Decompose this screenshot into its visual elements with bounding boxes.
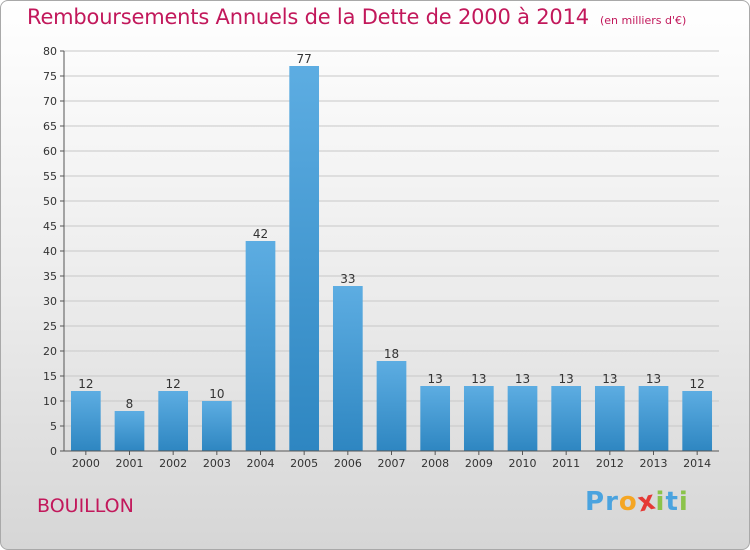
bar-2014 <box>682 391 713 451</box>
chart-title: Remboursements Annuels de la Dette de 20… <box>27 5 589 29</box>
x-tick-label: 2005 <box>290 457 318 470</box>
title-line: Remboursements Annuels de la Dette de 20… <box>27 5 686 29</box>
y-tick-label: 20 <box>43 345 57 358</box>
logo-letter: o <box>618 487 638 517</box>
x-tick-label: 2014 <box>683 457 711 470</box>
x-tick-label: 2002 <box>159 457 187 470</box>
logo-letter: P <box>585 487 606 517</box>
x-tick-label: 2000 <box>72 457 100 470</box>
y-tick-label: 55 <box>43 170 57 183</box>
bar-2001 <box>114 411 145 451</box>
bar-2000 <box>70 391 101 451</box>
x-tick-label: 2009 <box>465 457 493 470</box>
bar-2005 <box>289 66 320 451</box>
y-tick-label: 35 <box>43 270 57 283</box>
bar-2003 <box>201 401 232 451</box>
y-tick-label: 10 <box>43 395 57 408</box>
x-tick-label: 2003 <box>203 457 231 470</box>
data-label: 13 <box>559 372 574 386</box>
logo-letter: t <box>665 487 679 517</box>
y-tick-label: 5 <box>50 420 57 433</box>
y-tick-label: 15 <box>43 370 57 383</box>
bar-2008 <box>420 386 451 451</box>
data-label: 13 <box>428 372 443 386</box>
data-label: 42 <box>253 227 268 241</box>
x-tick-label: 2004 <box>247 457 275 470</box>
bar-2011 <box>551 386 582 451</box>
chart-subtitle: (en milliers d'€) <box>600 14 687 27</box>
x-tick-label: 2011 <box>552 457 580 470</box>
bar-2009 <box>463 386 494 451</box>
x-tick-label: 2012 <box>596 457 624 470</box>
commune-name: BOUILLON <box>37 495 134 517</box>
y-tick-label: 80 <box>43 45 57 58</box>
x-tick-label: 2010 <box>509 457 537 470</box>
y-tick-label: 45 <box>43 220 57 233</box>
data-label: 18 <box>384 347 399 361</box>
bar-2010 <box>507 386 538 451</box>
logo-letter: r <box>605 487 619 517</box>
bar-2004 <box>245 241 276 451</box>
y-tick-label: 50 <box>43 195 57 208</box>
y-tick-label: 75 <box>43 70 57 83</box>
x-tick-label: 2001 <box>116 457 144 470</box>
bar-2002 <box>158 391 189 451</box>
axes <box>60 50 719 455</box>
x-tick-label: 2013 <box>640 457 668 470</box>
logo-letter: i <box>655 487 666 517</box>
y-tick-label: 65 <box>43 120 57 133</box>
y-tick-label: 60 <box>43 145 57 158</box>
logo-letter: i <box>678 487 689 517</box>
data-label: 13 <box>646 372 661 386</box>
bar-2007 <box>376 361 407 451</box>
x-tick-label: 2006 <box>334 457 362 470</box>
data-label: 8 <box>126 397 134 411</box>
y-tick-label: 0 <box>50 445 57 458</box>
y-tick-label: 40 <box>43 245 57 258</box>
bars <box>70 66 713 451</box>
data-label: 77 <box>297 52 312 66</box>
y-tick-label: 70 <box>43 95 57 108</box>
bar-2012 <box>594 386 625 451</box>
data-label: 12 <box>78 377 93 391</box>
data-label: 12 <box>166 377 181 391</box>
x-tick-label: 2008 <box>421 457 449 470</box>
bar-2013 <box>638 386 669 451</box>
data-label: 12 <box>690 377 705 391</box>
proxiti-logo: Proxiti <box>585 485 689 518</box>
bar-2006 <box>332 286 363 451</box>
tick-labels: 0 5 10 15 20 25 30 35 40 45 50 55 60 65 70 75 80 12 2000 8 2… <box>43 45 711 470</box>
data-label: 13 <box>471 372 486 386</box>
y-tick-label: 30 <box>43 295 57 308</box>
data-label: 13 <box>602 372 617 386</box>
y-tick-label: 25 <box>43 320 57 333</box>
x-tick-label: 2007 <box>378 457 406 470</box>
data-label: 33 <box>340 272 355 286</box>
data-label: 13 <box>515 372 530 386</box>
data-label: 10 <box>209 387 224 401</box>
